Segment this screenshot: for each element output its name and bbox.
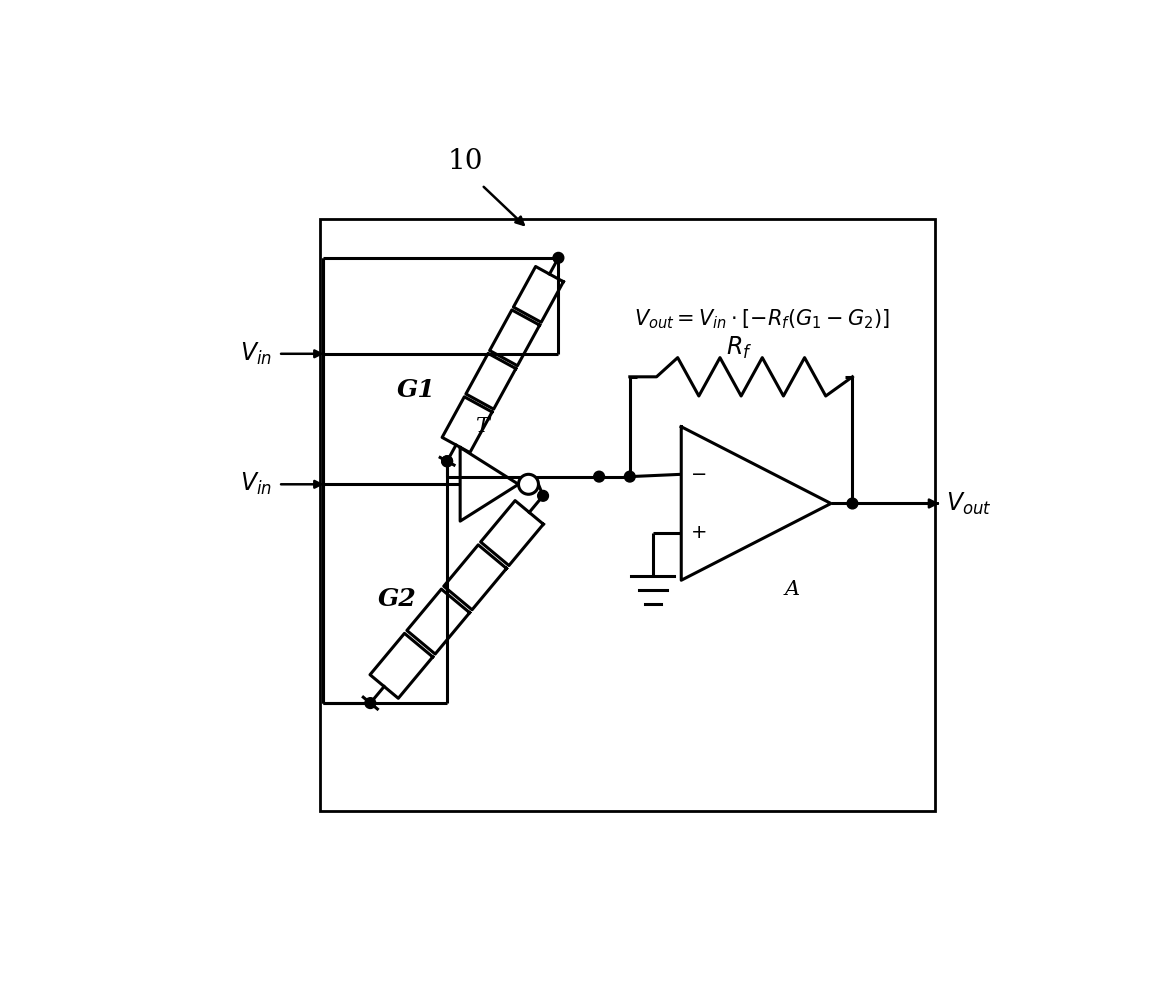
Text: +: +	[691, 523, 707, 542]
Circle shape	[442, 456, 452, 467]
Circle shape	[625, 472, 635, 482]
Text: T: T	[474, 417, 488, 436]
Text: $V_{in}$: $V_{in}$	[239, 341, 272, 367]
Circle shape	[518, 475, 538, 495]
Text: $V_{out}$: $V_{out}$	[946, 491, 992, 516]
Circle shape	[538, 491, 548, 501]
Bar	[320, 219, 935, 811]
Circle shape	[847, 498, 857, 508]
Circle shape	[553, 252, 563, 263]
Text: G2: G2	[378, 587, 417, 611]
Circle shape	[594, 472, 604, 482]
Text: $V_{out}=V_{in}\cdot[-R_f(G_1-G_2)]$: $V_{out}=V_{in}\cdot[-R_f(G_1-G_2)]$	[634, 307, 890, 331]
Text: $V_{in}$: $V_{in}$	[239, 472, 272, 498]
Text: 10: 10	[447, 149, 482, 175]
Circle shape	[364, 698, 376, 709]
Text: −: −	[691, 465, 707, 484]
Text: A: A	[784, 580, 801, 599]
Text: G1: G1	[397, 378, 436, 402]
Text: $R_f$: $R_f$	[725, 335, 752, 362]
Circle shape	[442, 456, 452, 467]
